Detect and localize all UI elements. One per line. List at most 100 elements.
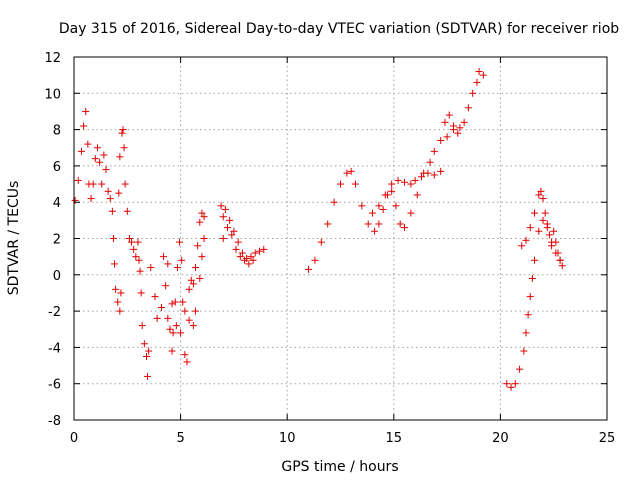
data-point: [343, 169, 351, 177]
data-point: [119, 126, 127, 134]
data-point: [531, 256, 539, 264]
data-point: [445, 111, 453, 119]
data-point: [407, 180, 415, 188]
data-point: [183, 358, 191, 366]
y-tick-label: 4: [53, 196, 61, 211]
data-point: [104, 187, 112, 195]
data-point: [411, 176, 419, 184]
data-point: [187, 276, 195, 284]
x-tick-label: 20: [492, 431, 509, 446]
data-point: [358, 202, 366, 210]
y-tick-label: 8: [53, 124, 61, 139]
data-point: [171, 298, 179, 306]
data-point: [89, 180, 97, 188]
data-point: [424, 169, 432, 177]
data-point: [108, 207, 116, 215]
data-point: [522, 236, 530, 244]
data-point: [109, 235, 117, 242]
data-point: [520, 347, 528, 355]
data-point: [236, 253, 244, 261]
x-tick-label: 5: [176, 431, 184, 446]
data-point: [556, 256, 564, 264]
data-point: [437, 167, 445, 175]
data-point: [413, 191, 421, 199]
data-point: [91, 155, 99, 163]
data-point: [460, 118, 468, 126]
data-point: [535, 191, 543, 199]
data-point: [548, 238, 556, 246]
data-point: [469, 89, 477, 97]
data-point: [120, 144, 128, 152]
data-point: [234, 238, 242, 246]
data-point: [260, 245, 268, 253]
data-point: [558, 262, 566, 270]
data-point: [77, 147, 85, 155]
data-point: [80, 122, 88, 130]
data-point: [351, 180, 359, 188]
data-point: [147, 264, 155, 272]
data-point: [224, 224, 232, 232]
data-point: [550, 227, 558, 235]
data-point: [166, 325, 174, 333]
data-point: [305, 265, 313, 273]
data-point: [71, 196, 79, 204]
data-point: [443, 133, 451, 141]
data-point: [473, 78, 481, 86]
data-point: [93, 144, 101, 152]
data-point: [189, 280, 197, 288]
data-point: [552, 249, 560, 257]
data-point: [364, 220, 372, 228]
data-point: [251, 249, 259, 257]
data-point: [311, 256, 319, 264]
data-point: [164, 314, 172, 322]
data-point: [87, 195, 95, 203]
data-point: [194, 242, 202, 250]
data-point: [192, 264, 200, 272]
data-point: [249, 256, 257, 264]
data-point: [100, 151, 108, 159]
data-point: [125, 235, 133, 242]
x-tick-label: 0: [70, 431, 78, 446]
data-point: [172, 322, 180, 330]
data-point: [177, 329, 185, 337]
data-point: [479, 71, 487, 79]
data-point: [173, 264, 181, 272]
data-point: [117, 289, 125, 297]
data-point: [430, 147, 438, 155]
y-tick-label: -2: [48, 305, 61, 320]
data-point: [394, 176, 402, 184]
data-point: [516, 365, 524, 373]
data-point: [157, 303, 165, 311]
data-point: [255, 247, 263, 255]
data-point: [128, 238, 136, 246]
x-axis-label: GPS time / hours: [281, 459, 398, 475]
data-point: [543, 224, 551, 232]
data-point: [375, 202, 383, 210]
chart-title: Day 315 of 2016, Sidereal Day-to-day VTE…: [59, 21, 619, 37]
data-point: [475, 68, 483, 76]
y-tick-label: 12: [44, 51, 61, 66]
data-point: [219, 213, 227, 221]
data-point: [116, 307, 124, 315]
data-point: [368, 209, 376, 217]
data-point: [196, 274, 204, 282]
y-tick-label: -4: [48, 341, 61, 356]
data-point: [74, 176, 82, 184]
data-point: [247, 253, 255, 261]
data-point: [168, 300, 176, 308]
data-point: [106, 195, 114, 203]
data-point: [232, 245, 240, 253]
data-point: [541, 209, 549, 217]
data-point: [241, 256, 249, 264]
data-point: [179, 298, 187, 306]
data-point: [111, 260, 119, 268]
data-point: [418, 173, 426, 181]
data-point: [135, 256, 143, 264]
data-point: [181, 351, 189, 359]
data-point: [388, 180, 396, 188]
data-point: [185, 285, 193, 293]
data-point: [140, 340, 148, 348]
data-point: [82, 107, 90, 115]
data-point: [531, 209, 539, 217]
data-point: [407, 209, 415, 217]
